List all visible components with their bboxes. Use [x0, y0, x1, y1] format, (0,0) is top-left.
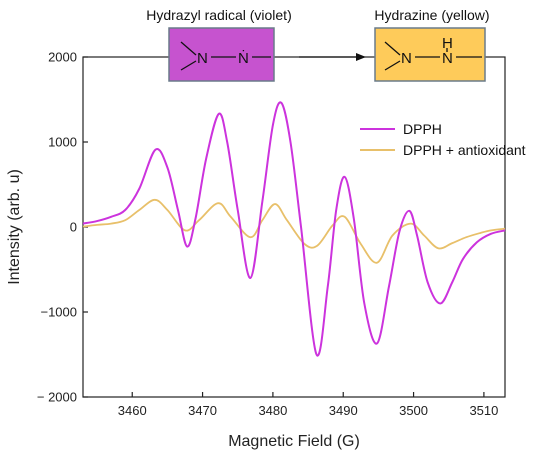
- hydrazine-atom-n1: N: [401, 50, 412, 67]
- radical-bond-left-lower: [180, 60, 197, 71]
- x-axis-title: Magnetic Field (G): [228, 433, 360, 450]
- series-layer: [82, 101, 506, 357]
- legend-label-dpph: DPPH: [403, 121, 442, 137]
- legend: DPPH DPPH + antioxidant: [360, 121, 526, 158]
- reaction-arrowhead: [356, 53, 366, 61]
- y-tick-label: 2000: [48, 50, 77, 65]
- radical-atom-n2: Ṅ: [238, 49, 249, 67]
- y-tick-label: 1000: [48, 135, 77, 150]
- inset-title-radical: Hydrazyl radical (violet): [146, 7, 291, 23]
- x-tick-label: 3500: [399, 403, 428, 418]
- series-line-antioxidant: [82, 198, 506, 264]
- radical-bond-left: [180, 41, 197, 56]
- y-tick-label: − 2000: [37, 390, 77, 405]
- hydrazine-atom-h: H: [442, 35, 453, 52]
- y-axis-title: Intensity (arb. u): [6, 169, 23, 285]
- x-tick-label: 3490: [329, 403, 358, 418]
- y-tick-label: −1000: [40, 305, 77, 320]
- hydrazine-bond-left-lower: [384, 60, 401, 71]
- hydrazine-atom-n2: N: [442, 50, 453, 67]
- inset-title-hydrazine: Hydrazine (yellow): [374, 7, 489, 23]
- radical-box: [168, 27, 275, 82]
- reaction-scheme: Hydrazyl radical (violet) N Ṅ Hydrazine…: [146, 7, 490, 82]
- x-axis: 3460 3470 3480 3490 3500 3510: [118, 392, 498, 418]
- y-tick-label: 0: [70, 220, 77, 235]
- x-tick-label: 3510: [469, 403, 498, 418]
- x-tick-label: 3470: [188, 403, 217, 418]
- y-axis: − 2000 −1000 0 1000 2000: [37, 50, 88, 405]
- x-tick-label: 3480: [258, 403, 287, 418]
- x-tick-label: 3460: [118, 403, 147, 418]
- series-line-dpph: [82, 101, 506, 357]
- plot-frame: [82, 56, 506, 398]
- hydrazine-box: [374, 27, 486, 82]
- radical-atom-n1: N: [197, 50, 208, 67]
- legend-label-antioxidant: DPPH + antioxidant: [403, 142, 526, 158]
- hydrazine-bond-left: [384, 41, 401, 56]
